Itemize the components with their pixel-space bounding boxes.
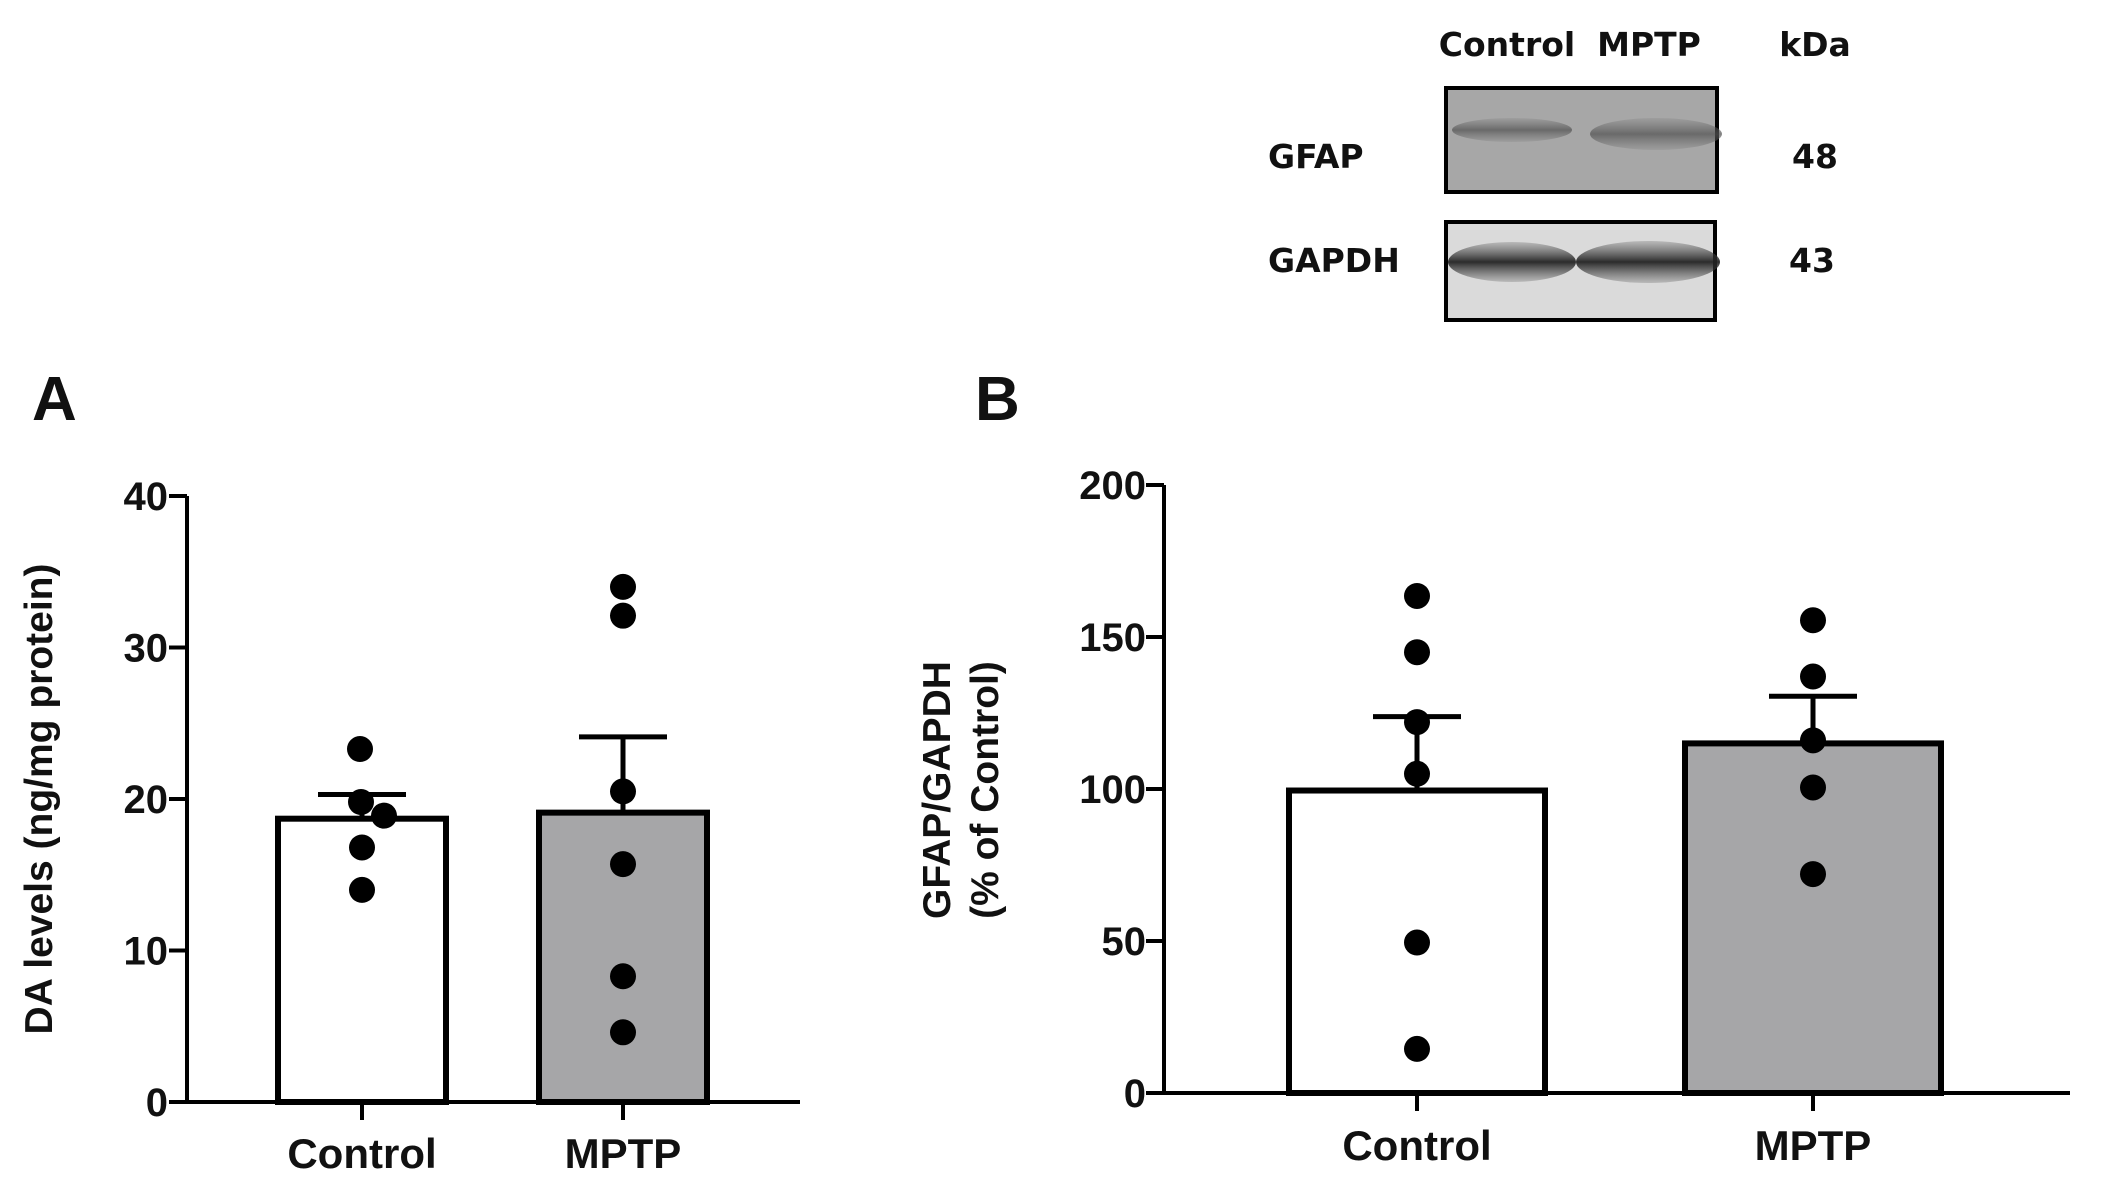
band-gfap-control xyxy=(1452,118,1572,142)
a-y-axis-title: DA levels (ng/mg protein) xyxy=(18,564,61,1035)
b-point-mptp-5 xyxy=(1800,861,1826,888)
band-gapdh-mptp xyxy=(1576,241,1720,283)
a-category-label-mptp: MPTP xyxy=(565,1130,682,1177)
a-point-control-5 xyxy=(349,876,375,903)
blot-row-label-gapdh: GAPDH xyxy=(1268,241,1400,280)
a-y-tick-label-20: 20 xyxy=(124,778,169,822)
b-point-control-6 xyxy=(1404,1035,1430,1062)
western-blot: Control MPTP kDa GFAP GAPDH 48 43 xyxy=(1268,25,1851,322)
a-point-mptp-3 xyxy=(610,778,636,805)
panel-a-chart: A 0 10 20 30 40 Control MPTP DA levels (ng/mg p… xyxy=(18,365,800,1177)
b-point-control-2 xyxy=(1404,639,1430,666)
panel-letter-b: B xyxy=(975,365,1020,434)
panel-b-chart: B 0 50 100 150 200 Control MPTP GFAP/GAPDH (% of… xyxy=(916,365,2070,1169)
blot-kda-gfap: 48 xyxy=(1792,137,1838,176)
b-category-label-mptp: MPTP xyxy=(1755,1122,1872,1169)
b-y-axis-title-2: (% of Control) xyxy=(964,661,1007,919)
b-bar-mptp xyxy=(1682,740,1944,1097)
b-point-control-3 xyxy=(1404,709,1430,736)
blot-unit-label: kDa xyxy=(1779,25,1851,64)
b-y-tick-label-0: 0 xyxy=(1124,1072,1146,1116)
a-point-mptp-2 xyxy=(610,602,636,629)
b-point-mptp-3 xyxy=(1800,727,1826,754)
b-point-mptp-1 xyxy=(1800,607,1826,634)
blot-lane-label-control: Control xyxy=(1439,25,1575,64)
blot-membrane-gfap xyxy=(1444,86,1722,194)
a-point-control-2 xyxy=(348,789,374,816)
a-point-mptp-5 xyxy=(610,963,636,990)
a-y-tick-label-10: 10 xyxy=(124,930,169,974)
b-y-tick-label-200: 200 xyxy=(1079,464,1146,508)
blot-row-label-gfap: GFAP xyxy=(1268,137,1364,176)
band-gapdh-control xyxy=(1448,242,1576,282)
b-y-tick-label-100: 100 xyxy=(1079,768,1146,812)
a-bar-control xyxy=(275,815,449,1105)
b-point-mptp-4 xyxy=(1800,774,1826,801)
a-y-tick-label-40: 40 xyxy=(124,475,169,519)
a-point-control-1 xyxy=(347,736,373,763)
a-point-mptp-6 xyxy=(610,1019,636,1046)
a-point-mptp-4 xyxy=(610,851,636,878)
a-point-control-4 xyxy=(349,834,375,861)
b-point-control-1 xyxy=(1404,582,1430,609)
panel-letter-a: A xyxy=(32,365,77,434)
blot-kda-gapdh: 43 xyxy=(1789,241,1835,280)
blot-lane-label-mptp: MPTP xyxy=(1597,25,1701,64)
a-y-tick-label-0: 0 xyxy=(146,1081,168,1125)
a-category-label-control: Control xyxy=(287,1130,436,1177)
b-y-tick-label-150: 150 xyxy=(1079,616,1146,660)
b-point-control-5 xyxy=(1404,929,1430,956)
b-category-label-control: Control xyxy=(1342,1122,1491,1169)
band-gfap-mptp xyxy=(1590,118,1722,150)
a-point-control-3 xyxy=(371,802,397,829)
b-point-control-4 xyxy=(1404,760,1430,787)
b-y-axis-title-1: GFAP/GAPDH xyxy=(916,661,959,919)
b-point-mptp-2 xyxy=(1800,663,1826,690)
b-y-tick-label-50: 50 xyxy=(1102,920,1147,964)
a-point-mptp-1 xyxy=(610,573,636,600)
blot-membrane-gapdh xyxy=(1444,220,1720,322)
a-y-tick-label-30: 30 xyxy=(124,627,169,671)
